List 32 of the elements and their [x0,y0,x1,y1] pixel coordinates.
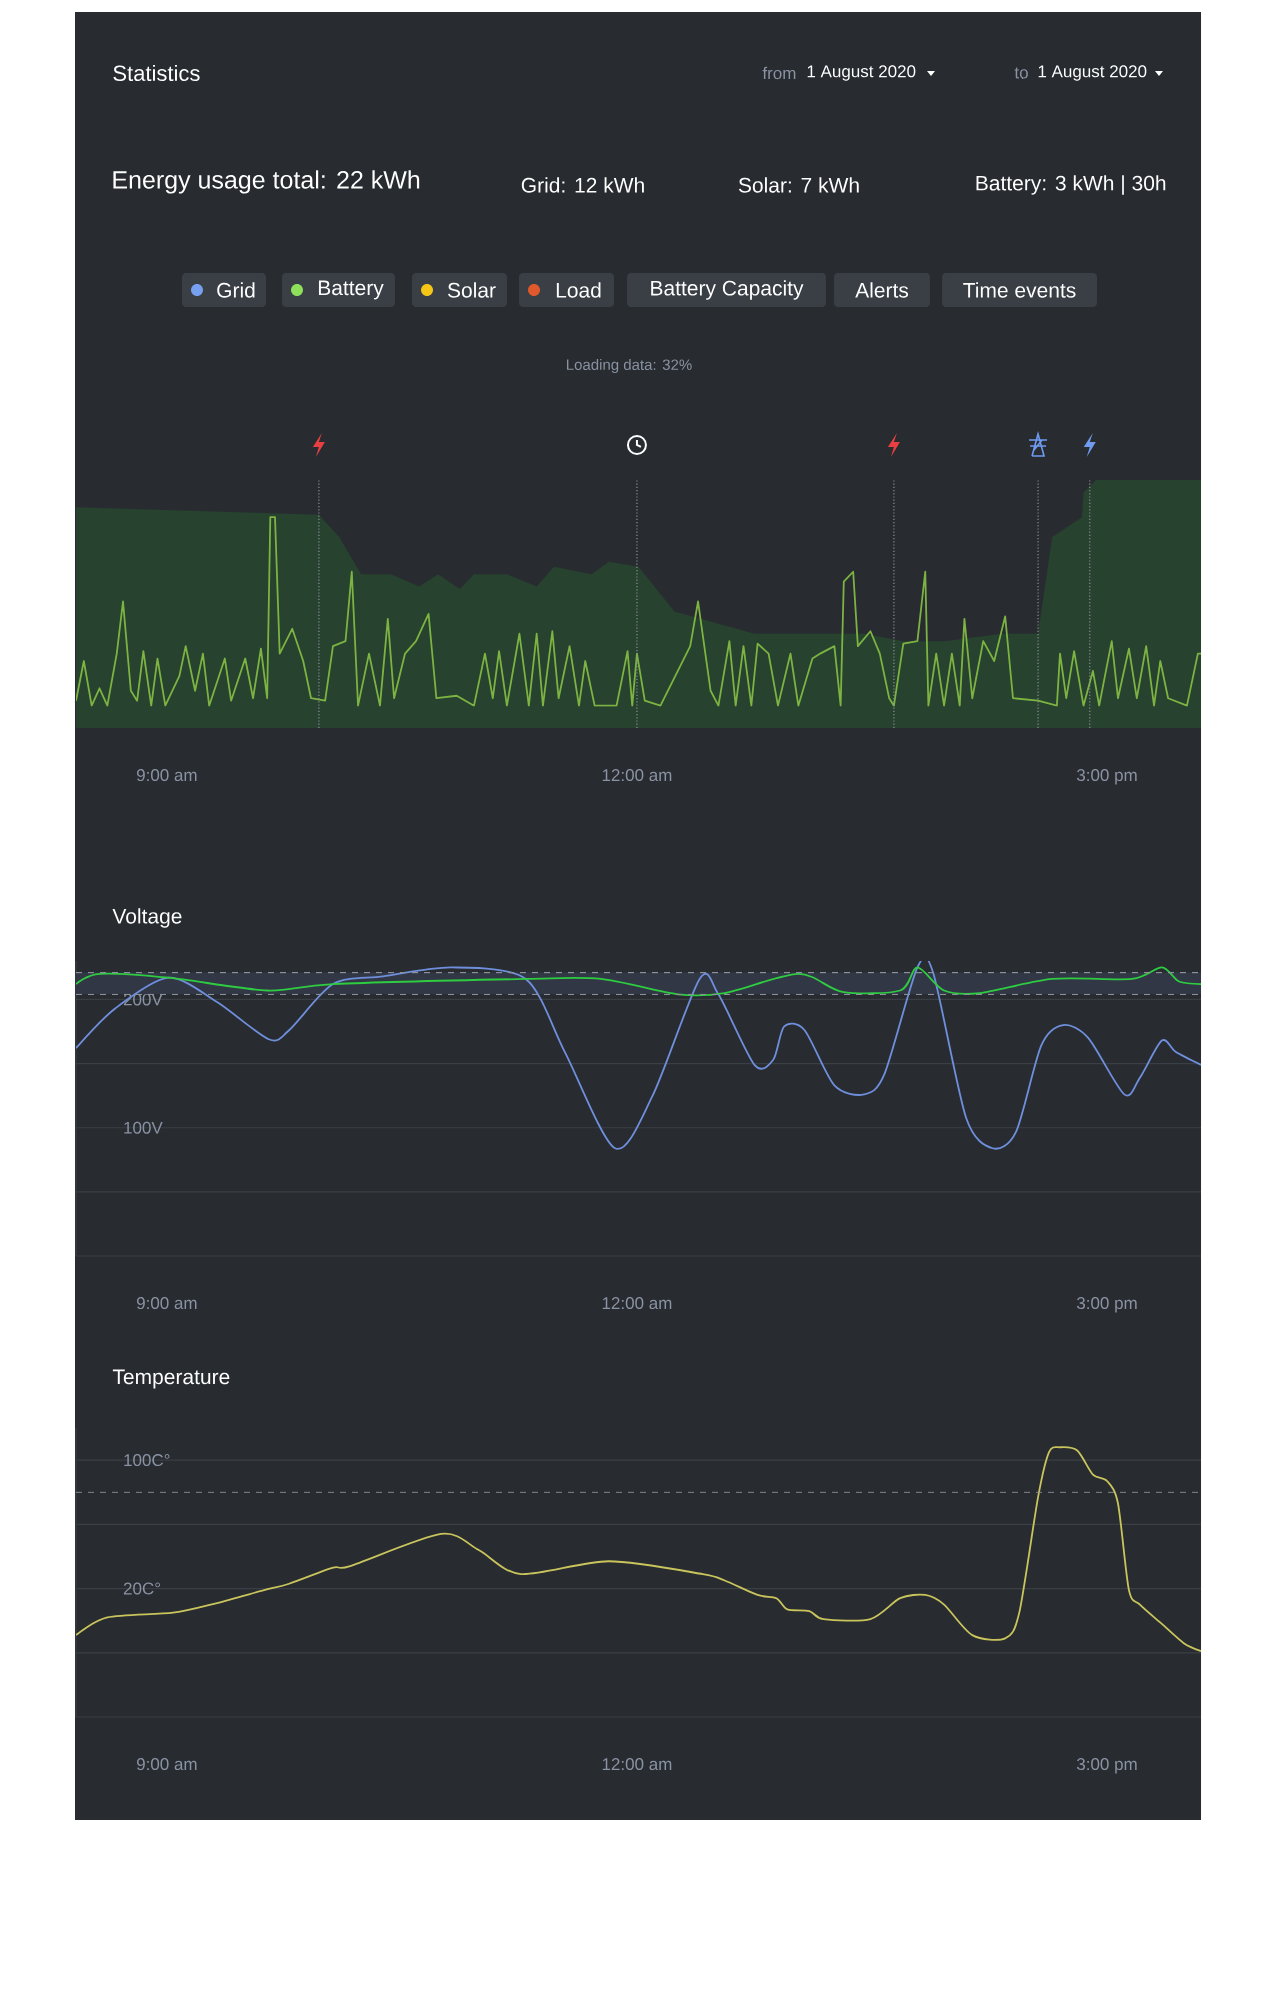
text: Load [556,282,601,298]
text: Battery: 3 kWh | 30h [976,175,1166,195]
text: Solar [447,282,496,298]
x-tick-label: 3:00 pm [1076,1758,1137,1774]
x-tick-label: 9:00 am [136,769,197,782]
chart-title: Voltage [112,908,182,928]
text: Grid: 12 kWh [521,177,644,193]
text: from [762,66,796,80]
text: 1 August 2020 [807,65,916,81]
y-tick-label: 100V [124,1121,163,1134]
text: Battery [318,280,384,300]
line-series [76,1446,1202,1653]
y-tick-label: 100C° [124,1454,170,1467]
x-tick-label: 12:00 am [602,769,672,782]
text: 1 August 2020 [1038,65,1147,81]
x-tick-label: 3:00 pm [1076,769,1137,785]
x-tick-label: 9:00 am [136,1297,197,1310]
x-tick-label: 3:00 pm [1076,1297,1137,1313]
text: Loading data: 32% [566,359,692,373]
chart-title: Temperature [112,1369,230,1389]
text: Battery Capacity [651,280,804,300]
text: Alerts [855,282,909,298]
text: Statistics [113,64,200,82]
text: Energy usage total: 22 kWh [113,170,420,194]
y-tick-label: 20C° [123,1582,161,1595]
x-tick-label: 9:00 am [136,1758,197,1771]
text: Solar: 7 kWh [738,177,859,193]
x-tick-label: 12:00 am [602,1297,672,1310]
text: Time events [963,282,1076,298]
text: to [1014,67,1028,79]
x-tick-label: 12:00 am [602,1758,672,1771]
text: Grid [217,282,255,298]
